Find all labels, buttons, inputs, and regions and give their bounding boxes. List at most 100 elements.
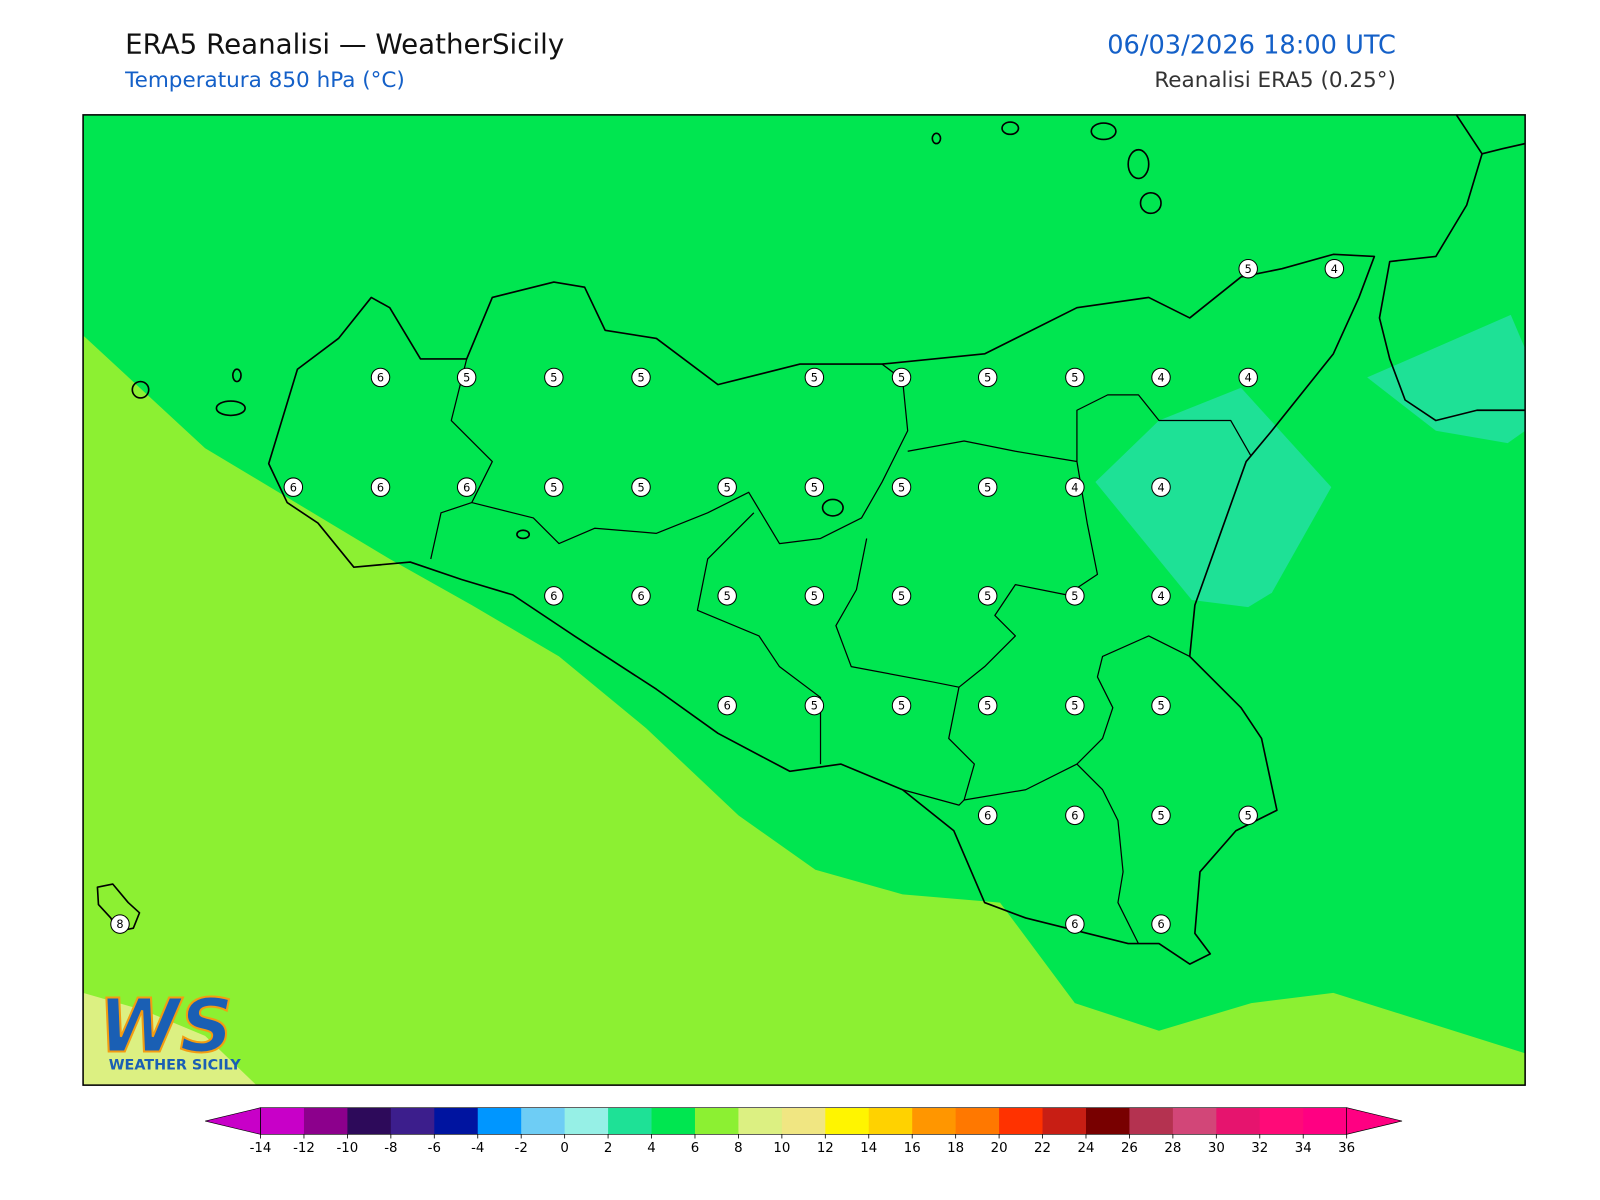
logo-text: WEATHER SICILY	[109, 1058, 242, 1074]
colorbar-tick-label: 20	[991, 1141, 1008, 1156]
colorbar-tick-label: 6	[691, 1141, 699, 1156]
station-marker	[804, 367, 825, 388]
station: 5	[977, 477, 998, 497]
station-marker	[891, 586, 912, 606]
station-value: 6	[463, 481, 470, 494]
colorbar-bin	[1085, 1107, 1130, 1135]
station-marker	[804, 477, 825, 497]
station: 5	[1151, 805, 1171, 826]
station-marker	[1151, 586, 1171, 606]
logo-mark: WS	[98, 983, 233, 1069]
station-value: 5	[898, 700, 905, 713]
colorbar-frame	[260, 1107, 1347, 1135]
station: 5	[977, 367, 998, 388]
colorbar-tick-label: -2	[515, 1141, 528, 1156]
station-marker	[1151, 477, 1171, 497]
colorbar-bin	[738, 1107, 783, 1135]
station: 5	[717, 586, 737, 606]
colorbar: -14 -12 -10 -8 -6 -4 -2 0 2 4 6 8 10 12 14 16 18 20 22 24 26…	[205, 1107, 1403, 1156]
stations: 5 4 6 5 5 5 5 5 5 5 4 4 6 6 6 5 5 5 5 5 5 4 4 6 6 5 5 5 5 5 4 6 5 5 5 5 5 6 6 5…	[110, 258, 1345, 934]
station-marker	[717, 586, 737, 606]
station-value: 6	[550, 590, 557, 603]
station-value: 6	[984, 809, 991, 822]
colorbar-tick-label: 28	[1164, 1141, 1181, 1156]
station: 5	[1065, 367, 1085, 388]
colorbar-bin	[1259, 1107, 1304, 1135]
colorbar-bin	[477, 1107, 522, 1135]
station: 5	[544, 477, 564, 497]
station-marker	[456, 367, 477, 388]
coastline	[267, 253, 1376, 965]
station-value: 6	[637, 590, 644, 603]
colorbar-bin	[825, 1107, 870, 1135]
station: 4	[1151, 477, 1171, 497]
station-value: 5	[984, 372, 991, 385]
colorbar-bin	[781, 1107, 826, 1135]
station-value: 5	[1245, 263, 1252, 276]
source: Reanalisi ERA5 (0.25°)	[1154, 68, 1396, 93]
station: 6	[370, 367, 391, 388]
colorbar-tick-label: 24	[1078, 1141, 1095, 1156]
station-marker	[1151, 695, 1171, 716]
station: 5	[804, 367, 825, 388]
colorbar-tick-label: 22	[1034, 1141, 1051, 1156]
station-marker	[370, 367, 391, 388]
station: 5	[631, 477, 651, 497]
colorbar-bin	[1216, 1107, 1261, 1135]
station-value: 4	[1331, 263, 1338, 276]
station-value: 5	[550, 481, 557, 494]
colorbar-tick-label: 4	[647, 1141, 655, 1156]
colorbar-bin	[521, 1107, 566, 1135]
colorbar-tick-label: 8	[734, 1141, 742, 1156]
field-2-4	[1095, 387, 1332, 608]
station-marker	[1151, 914, 1171, 934]
station: 5	[1065, 586, 1085, 606]
station: 5	[804, 586, 825, 606]
station-marker	[977, 586, 998, 606]
station-marker	[1065, 914, 1085, 934]
colorbar-bin	[1172, 1107, 1217, 1135]
station-value: 5	[811, 372, 818, 385]
station: 5	[456, 367, 477, 388]
colorbar-bin	[651, 1107, 696, 1135]
station-marker	[977, 367, 998, 388]
station-value: 6	[1071, 918, 1078, 931]
station-value: 5	[1071, 590, 1078, 603]
station: 5	[804, 477, 825, 497]
colorbar-bin	[564, 1107, 609, 1135]
colorbar-bin	[434, 1107, 479, 1135]
station-marker	[977, 695, 998, 716]
station-value: 5	[898, 590, 905, 603]
station-marker	[1151, 805, 1171, 826]
station-marker	[1065, 586, 1085, 606]
station: 6	[544, 586, 564, 606]
station: 5	[1238, 805, 1258, 826]
station-value: 5	[1245, 809, 1252, 822]
station: 4	[1238, 367, 1258, 388]
station-value: 5	[984, 481, 991, 494]
station: 5	[804, 695, 825, 716]
colorbar-tick-label: 36	[1338, 1141, 1355, 1156]
station-value: 4	[1245, 372, 1252, 385]
station-value: 6	[377, 481, 384, 494]
colorbar-bin	[912, 1107, 957, 1135]
station: 4	[1324, 258, 1345, 279]
colorbar-tick-label: 14	[860, 1141, 877, 1156]
station-value: 5	[637, 372, 644, 385]
province-borders	[430, 358, 1252, 944]
colorbar-bin	[694, 1107, 739, 1135]
station: 6	[717, 695, 737, 716]
colorbar-tick-label: -10	[337, 1141, 359, 1156]
station-marker	[977, 477, 998, 497]
station-value: 5	[898, 481, 905, 494]
station: 5	[891, 586, 912, 606]
colorbar-tick-label: -14	[250, 1141, 272, 1156]
station: 6	[1065, 805, 1085, 826]
station: 5	[891, 477, 912, 497]
station-marker	[1065, 805, 1085, 826]
station-marker	[977, 805, 998, 826]
map: 5 4 6 5 5 5 5 5 5 5 4 4 6 6 6 5 5 5 5 5 5 4 4 6 6 5 5 5 5 5 4 6 5 5 5 5 5 6 6 5…	[82, 114, 1526, 1086]
station-marker	[456, 477, 477, 497]
station-marker	[804, 695, 825, 716]
